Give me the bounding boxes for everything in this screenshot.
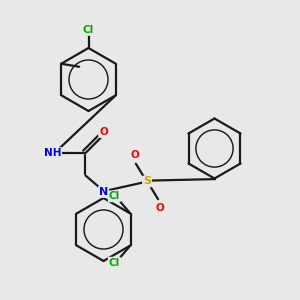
Text: N: N	[99, 187, 108, 197]
Text: Cl: Cl	[83, 25, 94, 35]
Text: O: O	[130, 150, 139, 161]
Text: NH: NH	[44, 148, 61, 158]
Text: O: O	[155, 202, 164, 213]
Text: Cl: Cl	[109, 191, 120, 201]
Text: Cl: Cl	[109, 258, 120, 268]
Text: O: O	[99, 127, 108, 137]
Text: S: S	[143, 176, 151, 187]
